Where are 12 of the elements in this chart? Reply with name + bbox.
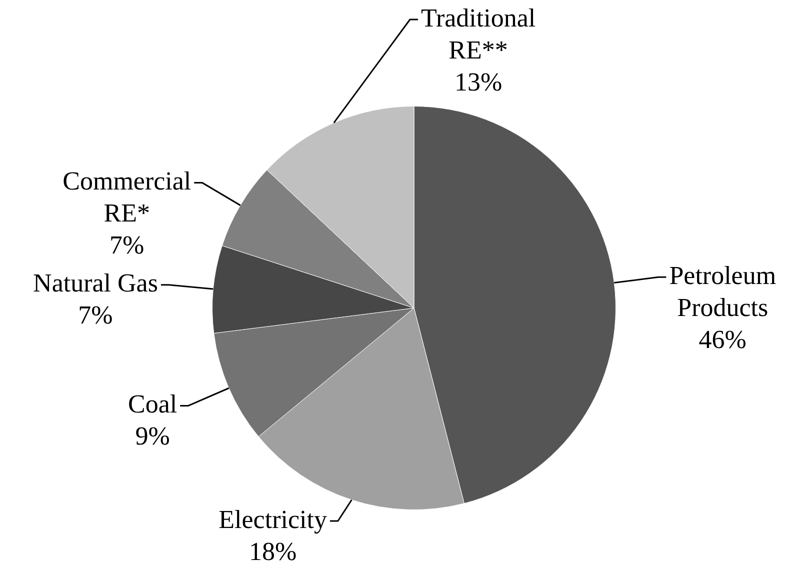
data-label: 13%	[454, 67, 502, 96]
slice-label: Coal	[128, 390, 178, 419]
data-label: 46%	[698, 324, 746, 354]
data-label: 9%	[135, 422, 170, 451]
data-label: 7%	[78, 300, 113, 330]
slice-label: Electricity	[218, 504, 327, 534]
slice-label: Petroleum Products	[669, 260, 776, 322]
slice-label: Natural Gas	[33, 268, 158, 298]
slice-label: Traditional RE**	[420, 3, 536, 64]
data-label: 7%	[110, 230, 144, 260]
slice-label: Commercial RE*	[62, 166, 192, 228]
data-label: 18%	[248, 536, 297, 566]
